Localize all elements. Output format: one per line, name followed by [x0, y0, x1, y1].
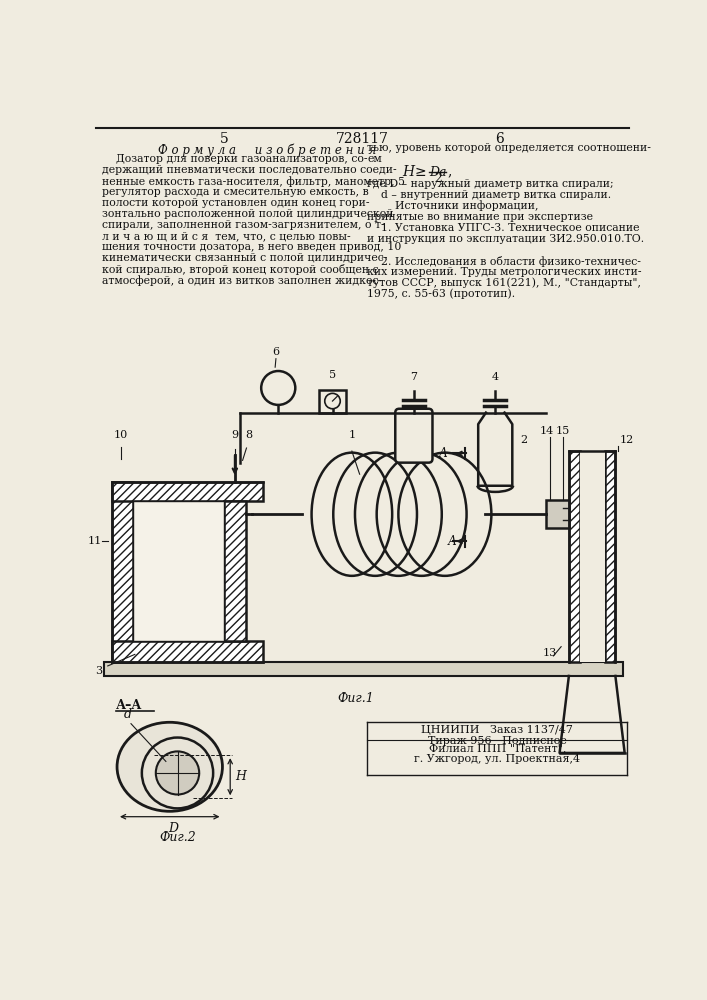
Bar — [546, 500, 569, 528]
Bar — [112, 641, 263, 662]
Text: H: H — [402, 165, 414, 179]
Text: кинематически связанный с полой цилиндричес-: кинематически связанный с полой цилиндри… — [103, 253, 387, 263]
Bar — [604, 451, 615, 662]
Text: 1975, с. 55-63 (прототип).: 1975, с. 55-63 (прототип). — [368, 289, 515, 299]
Bar — [112, 482, 263, 501]
Text: где D – наружный диаметр витка спирали;: где D – наружный диаметр витка спирали; — [368, 179, 614, 189]
Text: 5: 5 — [329, 370, 336, 380]
Text: ких измерений. Труды метрологических инсти-: ких измерений. Труды метрологических инс… — [368, 267, 642, 277]
Text: Da: Da — [429, 166, 447, 179]
Text: 2: 2 — [434, 172, 442, 185]
Text: 14: 14 — [540, 426, 554, 436]
Circle shape — [156, 751, 199, 795]
Bar — [569, 451, 580, 662]
Text: 1: 1 — [349, 430, 356, 440]
Text: 2: 2 — [520, 435, 527, 445]
Text: держащий пневматически последовательно соеди-: держащий пневматически последовательно с… — [103, 165, 397, 175]
Text: ем: ем — [368, 154, 382, 164]
Text: Филиал ППП "Патент",: Филиал ППП "Патент", — [428, 743, 566, 753]
Text: атмосферой, а один из витков заполнен жидкос-: атмосферой, а один из витков заполнен жи… — [103, 275, 382, 286]
Text: H: H — [235, 770, 246, 783]
Text: и инструкция по эксплуатации ЗИ2.950.010.ТО.: и инструкция по эксплуатации ЗИ2.950.010… — [368, 234, 645, 244]
Bar — [224, 501, 246, 641]
Text: Фиг.1: Фиг.1 — [337, 692, 374, 705]
Text: А: А — [448, 535, 457, 548]
FancyBboxPatch shape — [395, 409, 433, 463]
Text: ,: , — [448, 165, 452, 179]
Text: 12: 12 — [620, 435, 634, 445]
Text: А: А — [438, 447, 448, 460]
Text: тью, уровень которой определяется соотношени-: тью, уровень которой определяется соотно… — [368, 143, 651, 153]
Text: D: D — [169, 822, 179, 835]
Text: принятые во внимание при экспертизе: принятые во внимание при экспертизе — [368, 212, 593, 222]
Text: 10: 10 — [114, 430, 128, 440]
Text: ненные емкость газа-носителя, фильтр, манометр, 5: ненные емкость газа-носителя, фильтр, ма… — [103, 176, 405, 187]
Text: Дозатор для поверки газоанализаторов, со-: Дозатор для поверки газоанализаторов, со… — [103, 154, 368, 164]
Text: л и ч а ю щ и й с я  тем, что, с целью повы-: л и ч а ю щ и й с я тем, что, с целью по… — [103, 231, 351, 241]
Text: спирали, заполненной газом-загрязнителем, о т-: спирали, заполненной газом-загрязнителем… — [103, 220, 385, 230]
Text: А–А: А–А — [115, 699, 142, 712]
Text: 2. Исследования в области физико-техничес-: 2. Исследования в области физико-техниче… — [368, 256, 641, 267]
Bar — [112, 482, 134, 662]
Ellipse shape — [117, 722, 223, 811]
Text: 6: 6 — [495, 132, 503, 146]
Text: 13: 13 — [542, 648, 556, 658]
Text: Тираж 956   Подписное: Тираж 956 Подписное — [428, 736, 566, 746]
Text: 6: 6 — [272, 347, 279, 357]
Text: d – внутренний диаметр витка спирали.: d – внутренний диаметр витка спирали. — [368, 190, 612, 200]
Text: кой спиралью, второй конец которой сообщен с: кой спиралью, второй конец которой сообщ… — [103, 264, 379, 275]
Text: полости которой установлен один конец гори-: полости которой установлен один конец го… — [103, 198, 370, 208]
Bar — [580, 451, 604, 662]
Text: ЦНИИПИ   Заказ 1137/47: ЦНИИПИ Заказ 1137/47 — [421, 725, 573, 735]
Text: регулятор расхода и смесительную емкость, в: регулятор расхода и смесительную емкость… — [103, 187, 369, 197]
Text: Источники информации,: Источники информации, — [368, 201, 539, 211]
Text: шения точности дозатора, в него введен привод, 10: шения точности дозатора, в него введен п… — [103, 242, 402, 252]
Text: $\geq$: $\geq$ — [412, 165, 427, 179]
Text: 11: 11 — [88, 536, 103, 546]
Text: 7: 7 — [410, 372, 417, 382]
Circle shape — [142, 738, 213, 808]
Bar — [134, 501, 224, 641]
Text: 5: 5 — [220, 132, 228, 146]
Text: Фиг.2: Фиг.2 — [159, 831, 196, 844]
Text: 728117: 728117 — [335, 132, 388, 146]
Text: 9: 9 — [231, 430, 238, 440]
Text: г. Ужгород, ул. Проектная,4: г. Ужгород, ул. Проектная,4 — [414, 754, 580, 764]
Text: 4: 4 — [491, 372, 499, 382]
Bar — [319, 389, 346, 413]
Text: 1. Установка УПГС-3. Техническое описание: 1. Установка УПГС-3. Техническое описани… — [368, 223, 640, 233]
Bar — [104, 662, 623, 676]
Text: тутов СССР, выпуск 161(221), М., "Стандарты",: тутов СССР, выпуск 161(221), М., "Станда… — [368, 278, 641, 288]
Text: 3: 3 — [95, 666, 103, 676]
Text: Ф о р м у л а     и з о б р е т е н и я: Ф о р м у л а и з о б р е т е н и я — [158, 143, 376, 157]
Text: зонтально расположенной полой цилиндрической: зонтально расположенной полой цилиндриче… — [103, 209, 394, 219]
Text: 8: 8 — [245, 430, 252, 440]
Text: 15: 15 — [556, 426, 570, 436]
Text: d: d — [124, 708, 132, 721]
